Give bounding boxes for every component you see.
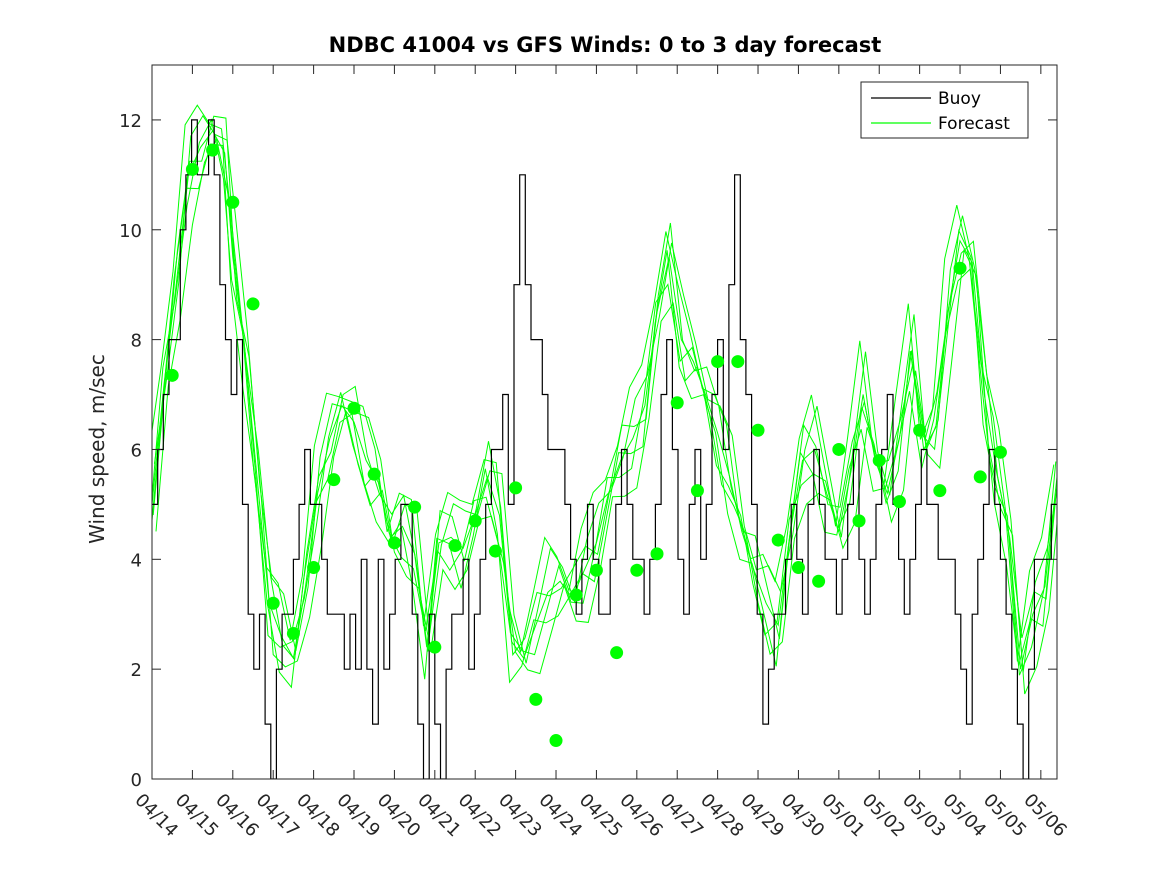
forecast-marker — [428, 640, 442, 654]
plot-frame — [151, 64, 1058, 780]
legend-item-buoy: Buoy — [871, 89, 981, 109]
forecast-marker — [872, 453, 886, 467]
forecast-line — [153, 114, 1057, 673]
forecast-marker — [367, 467, 381, 481]
forecast-marker — [307, 561, 321, 575]
legend-item-forecast: Forecast — [871, 114, 1010, 134]
forecast-marker — [913, 423, 927, 437]
legend: Buoy Forecast — [860, 81, 1029, 139]
forecast-marker — [266, 596, 280, 610]
legend-label: Buoy — [938, 89, 981, 109]
forecast-marker — [569, 588, 583, 602]
forecast-marker — [852, 514, 866, 528]
forecast-marker — [670, 396, 684, 410]
forecast-marker — [892, 495, 906, 509]
forecast-marker — [549, 734, 563, 748]
forecast-line — [152, 118, 1057, 676]
y-tick-label: 12 — [119, 111, 142, 132]
forecast-marker — [387, 536, 401, 550]
y-tick-label: 2 — [131, 660, 142, 681]
forecast-marker — [509, 481, 523, 495]
forecast-marker — [246, 297, 260, 311]
buoy-line — [152, 119, 1057, 779]
forecast-marker — [286, 626, 300, 640]
forecast-marker — [488, 544, 502, 558]
y-tick-label: 6 — [131, 440, 142, 461]
forecast-marker — [973, 470, 987, 484]
forecast-marker — [993, 445, 1007, 459]
y-tick-label: 0 — [131, 770, 142, 791]
forecast-marker — [185, 162, 199, 176]
forecast-line — [155, 137, 1057, 695]
forecast-marker — [731, 355, 745, 369]
forecast-marker — [751, 423, 765, 437]
forecast-marker — [610, 646, 624, 660]
forecast-marker — [953, 261, 967, 275]
forecast-marker — [529, 692, 543, 706]
forecast-marker — [226, 195, 240, 209]
forecast-marker — [711, 355, 725, 369]
forecast-marker — [832, 442, 846, 456]
forecast-line — [152, 104, 1055, 662]
forecast-marker — [448, 539, 462, 553]
y-axis-label: Wind speed, m/sec — [85, 354, 109, 544]
forecast-marker — [408, 500, 422, 514]
forecast-marker — [771, 533, 785, 547]
legend-label: Forecast — [938, 114, 1010, 134]
y-tick-label: 10 — [119, 221, 142, 242]
y-tick-label: 4 — [131, 550, 142, 571]
forecast-marker — [812, 574, 826, 588]
forecast-marker — [165, 368, 179, 382]
chart-title: NDBC 41004 vs GFS Winds: 0 to 3 day fore… — [329, 33, 882, 57]
forecast-marker — [690, 484, 704, 498]
forecast-marker — [933, 484, 947, 498]
forecast-marker — [327, 473, 341, 487]
forecast-marker — [468, 514, 482, 528]
forecast-marker — [347, 401, 361, 415]
forecast-marker — [650, 547, 664, 561]
forecast-marker — [589, 563, 603, 577]
forecast-marker — [630, 563, 644, 577]
forecast-marker — [791, 561, 805, 575]
forecast-marker — [206, 143, 220, 157]
y-tick-label: 8 — [131, 331, 142, 352]
legend-box — [860, 81, 1029, 139]
